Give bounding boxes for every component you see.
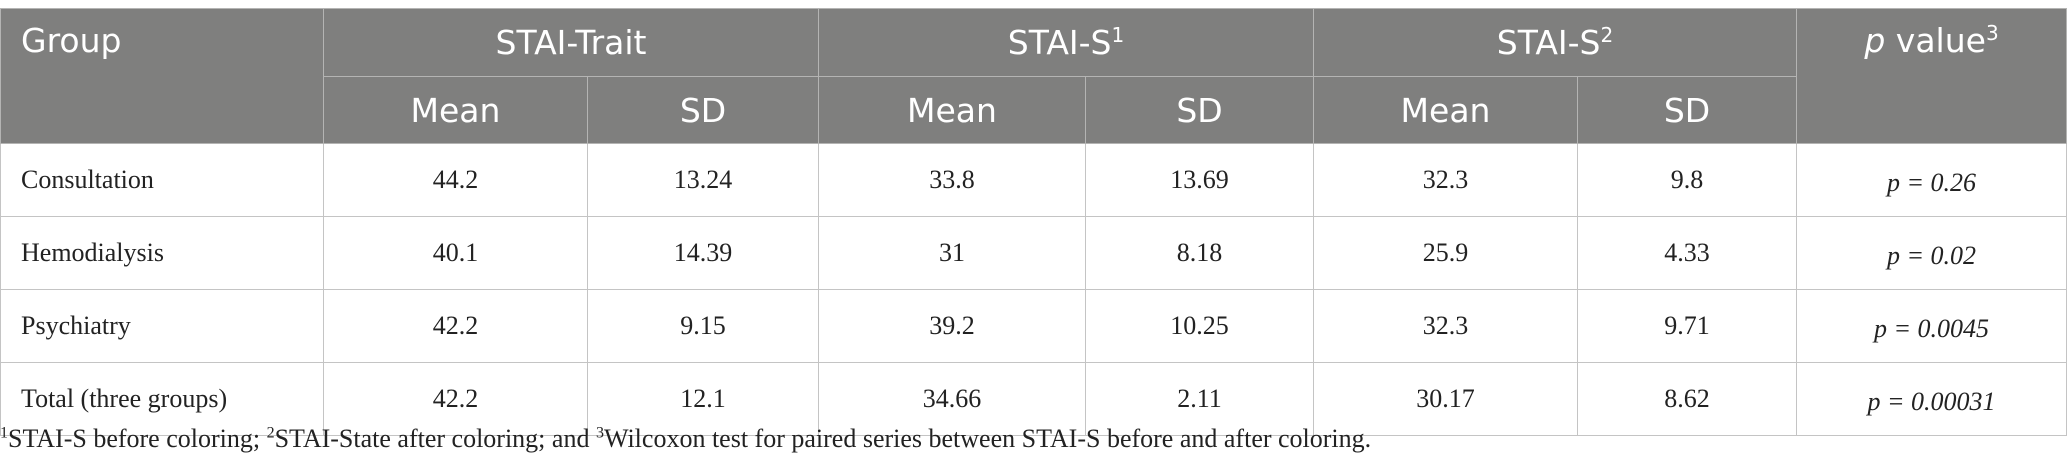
cell-s2-mean: 32.3 [1313, 289, 1579, 363]
header-row-2: Mean SD Mean SD Mean SD [1, 76, 2067, 144]
cell-group: Total (three groups) [0, 362, 324, 436]
header-stai-s2: STAI-S2 [1313, 8, 1798, 77]
cell-trait-mean: 40.1 [323, 216, 588, 290]
cell-s2-sd: 9.71 [1577, 289, 1798, 363]
cell-s1-sd: 13.69 [1084, 143, 1315, 217]
cell-s1-sd: 10.25 [1084, 289, 1315, 363]
header-trait-sd: SD [587, 76, 819, 144]
cell-group: Psychiatry [0, 289, 324, 363]
cell-s2-mean: 30.17 [1313, 362, 1579, 436]
cell-s2-mean: 32.3 [1313, 143, 1579, 217]
table-row: Psychiatry 42.2 9.15 39.2 10.25 32.3 9.7… [0, 289, 2068, 363]
cell-trait-sd: 9.15 [587, 289, 819, 363]
table-row: Hemodialysis 40.1 14.39 31 8.18 25.9 4.3… [0, 216, 2068, 290]
stai-table: Group STAI-Trait STAI-S1 STAI-S2 p value… [0, 8, 2068, 436]
cell-s1-sd: 2.11 [1084, 362, 1315, 436]
cell-s1-mean: 33.8 [818, 143, 1086, 217]
cell-s2-sd: 8.62 [1577, 362, 1798, 436]
cell-p-value: p = 0.02 [1796, 216, 2068, 290]
cell-trait-mean: 42.2 [323, 362, 588, 436]
header-s2-sd: SD [1577, 76, 1798, 144]
cell-s2-sd: 4.33 [1577, 216, 1798, 290]
cell-group: Consultation [0, 143, 324, 217]
cell-s1-mean: 39.2 [818, 289, 1086, 363]
cell-group: Hemodialysis [0, 216, 324, 290]
cell-s1-mean: 34.66 [818, 362, 1086, 436]
header-stai-trait: STAI-Trait [323, 8, 819, 77]
table-row: Total (three groups) 42.2 12.1 34.66 2.1… [0, 362, 2068, 436]
header-s1-mean: Mean [818, 76, 1086, 144]
cell-p-value: p = 0.0045 [1796, 289, 2068, 363]
cell-p-value: p = 0.00031 [1796, 362, 2068, 436]
header-s2-mean: Mean [1313, 76, 1579, 144]
header-row-1: Group STAI-Trait STAI-S1 STAI-S2 p value… [0, 8, 2068, 144]
header-group: Group [0, 8, 324, 144]
data-table-container: Group STAI-Trait STAI-S1 STAI-S2 p value… [0, 8, 2068, 436]
cell-trait-mean: 44.2 [323, 143, 588, 217]
cell-s2-sd: 9.8 [1577, 143, 1798, 217]
header-p-value: p value3 [1796, 8, 2068, 144]
table-footnote: 1STAI-S before coloring; 2STAI-State aft… [0, 424, 1372, 453]
table-row: Consultation 44.2 13.24 33.8 13.69 32.3 … [0, 143, 2068, 217]
cell-s1-sd: 8.18 [1084, 216, 1315, 290]
cell-trait-sd: 13.24 [587, 143, 819, 217]
cell-trait-mean: 42.2 [323, 289, 588, 363]
cell-trait-sd: 12.1 [587, 362, 819, 436]
header-stai-s1: STAI-S1 [817, 8, 1315, 77]
header-s1-sd: SD [1084, 76, 1315, 144]
cell-p-value: p = 0.26 [1796, 143, 2068, 217]
header-trait-mean: Mean [323, 76, 588, 144]
cell-s2-mean: 25.9 [1313, 216, 1579, 290]
cell-trait-sd: 14.39 [587, 216, 819, 290]
cell-s1-mean: 31 [818, 216, 1086, 290]
